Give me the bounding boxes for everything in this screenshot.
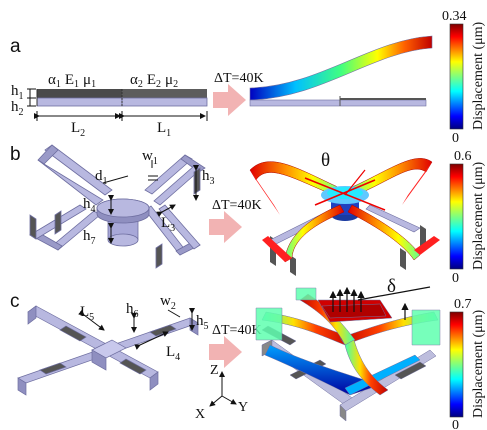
panel-b-label: b <box>10 144 21 165</box>
colorbar-b-max: 0.6 <box>454 149 472 164</box>
axis-triad <box>209 371 237 407</box>
colorbar-c <box>449 311 464 418</box>
colorbar-c-max: 0.7 <box>454 297 472 312</box>
colorbar-a-title: Displacement (μm) <box>471 21 486 130</box>
heating-arrow-b <box>209 211 242 243</box>
h6-label: h6 <box>126 301 139 320</box>
h7-label: h7 <box>83 228 96 247</box>
deformed-beam-result <box>249 35 433 107</box>
colorbar-b-min: 0 <box>452 271 459 286</box>
L2-label: L2 <box>71 120 85 139</box>
h3-label: h3 <box>202 168 215 187</box>
L3-label: L3 <box>161 215 175 234</box>
axis-y-label: Y <box>238 400 248 415</box>
bilayer-beam-diagram <box>36 89 208 107</box>
displacement-arrows <box>329 286 431 320</box>
colorbar-a <box>449 23 464 130</box>
axis-x-label: X <box>195 407 205 422</box>
w1-label: w1 <box>142 148 158 167</box>
length-dimension-line <box>34 111 208 121</box>
h4-label: h4 <box>83 196 96 215</box>
colorbar-b-title: Displacement (μm) <box>471 161 486 270</box>
structure-b-result <box>249 158 440 276</box>
colorbar-a-min: 0 <box>452 131 459 146</box>
structure-b-dimensions <box>102 160 199 244</box>
deltaT-label-c: ΔT=40K <box>212 323 262 338</box>
colorbar-b <box>449 163 464 270</box>
colorbar-c-min: 0 <box>452 418 459 430</box>
material-2-params: α2 E2 μ2 <box>130 72 178 90</box>
h2-label: h2 <box>11 99 24 118</box>
deltaT-label-b: ΔT=40K <box>212 198 262 213</box>
L5-label: L5 <box>80 304 94 323</box>
colorbar-c-title: Displacement (μm) <box>471 309 486 418</box>
L1-label: L1 <box>157 120 171 139</box>
deltaT-label-a: ΔT=40K <box>214 71 264 86</box>
heating-arrow-a <box>213 84 246 116</box>
h5-label: h5 <box>196 313 209 332</box>
d1-label: d1 <box>95 168 108 187</box>
heating-arrow-c <box>209 336 242 368</box>
axis-z-label: Z <box>210 363 219 378</box>
h1-label: h1 <box>11 83 24 102</box>
delta-label: δ <box>387 276 396 297</box>
colorbar-a-max: 0.34 <box>442 9 467 24</box>
panel-c-label: c <box>10 291 20 312</box>
w2-label: w2 <box>160 293 176 312</box>
structure-c-dimensions <box>78 308 195 350</box>
structure-c-result <box>255 287 441 422</box>
h1-h2-dimension <box>27 88 36 107</box>
panel-a-label: a <box>10 36 21 57</box>
L4-label: L4 <box>166 344 180 363</box>
theta-label: θ <box>321 150 330 171</box>
material-1-params: α1 E1 μ1 <box>48 72 96 90</box>
structure-b-design <box>29 144 206 269</box>
